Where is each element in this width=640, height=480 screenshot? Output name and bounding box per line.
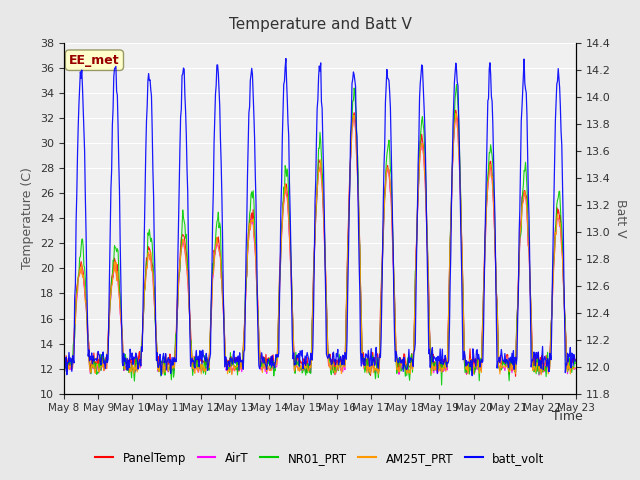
Text: Time: Time (552, 410, 582, 423)
Text: EE_met: EE_met (69, 54, 120, 67)
Text: Temperature and Batt V: Temperature and Batt V (228, 17, 412, 32)
Legend: PanelTemp, AirT, NR01_PRT, AM25T_PRT, batt_volt: PanelTemp, AirT, NR01_PRT, AM25T_PRT, ba… (91, 447, 549, 469)
Y-axis label: Temperature (C): Temperature (C) (22, 168, 35, 269)
Y-axis label: Batt V: Batt V (614, 199, 627, 238)
